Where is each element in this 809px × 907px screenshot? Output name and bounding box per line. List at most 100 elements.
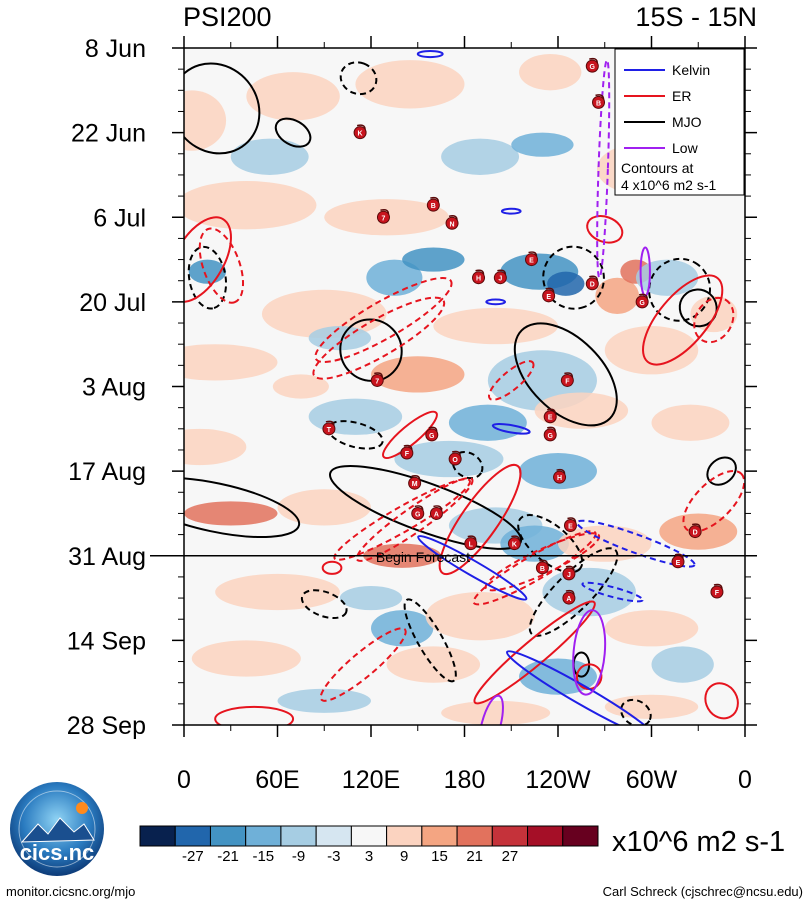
storm-marker: G bbox=[635, 293, 649, 309]
storm-dot bbox=[445, 216, 459, 230]
logo-text: cics.nc bbox=[20, 840, 95, 865]
colorbar-tick-label: 27 bbox=[502, 848, 519, 865]
legend-label: ER bbox=[672, 88, 691, 104]
storm-label: J bbox=[498, 276, 502, 283]
contour-mjo bbox=[517, 514, 584, 574]
contour-er bbox=[198, 227, 245, 304]
contour-kelvin bbox=[416, 50, 444, 59]
storm-dot bbox=[563, 519, 577, 533]
contour-er bbox=[184, 216, 232, 303]
storm-dot bbox=[426, 198, 440, 212]
contour-mjo bbox=[184, 62, 261, 155]
heat-patch bbox=[184, 501, 278, 526]
colorbar-tick-label: -27 bbox=[182, 848, 204, 865]
colorbar-units: x10^6 m2 s-1 bbox=[612, 826, 786, 858]
storm-marker: E bbox=[671, 553, 685, 569]
storm-marker: O bbox=[448, 450, 462, 466]
storm-label: F bbox=[405, 451, 410, 458]
colorbar-tick-label: 15 bbox=[431, 848, 448, 865]
storm-marker: A bbox=[562, 589, 576, 605]
storm-label: E bbox=[546, 294, 551, 301]
storm-label: L bbox=[469, 542, 474, 549]
colorbar-swatch bbox=[421, 825, 458, 847]
storm-marker: H bbox=[472, 269, 486, 285]
heat-patch bbox=[519, 54, 582, 91]
colorbar-swatch bbox=[280, 825, 317, 847]
heat-patch bbox=[272, 374, 329, 399]
storm-marker: F bbox=[560, 372, 574, 387]
storm-marker: G bbox=[411, 505, 425, 520]
colorbar-swatch bbox=[350, 825, 388, 847]
colorbar-swatch bbox=[139, 825, 176, 847]
storm-label: E bbox=[568, 524, 573, 531]
storm-dot bbox=[464, 537, 478, 551]
storm-label: E bbox=[676, 560, 681, 567]
heat-patch bbox=[500, 525, 569, 562]
colorbar-swatch bbox=[527, 825, 564, 847]
y-tick-label: 14 Sep bbox=[67, 627, 146, 655]
contour-kelvin bbox=[506, 650, 657, 725]
storm-label: A bbox=[434, 511, 439, 518]
storm-label: 7 bbox=[382, 215, 386, 222]
storm-dot bbox=[370, 373, 384, 387]
contour-er bbox=[314, 277, 453, 364]
forecast-label: Begin Forecast bbox=[376, 549, 470, 565]
x-tick-label: 0 bbox=[177, 766, 191, 794]
contour-er bbox=[693, 296, 735, 344]
storm-label: B bbox=[431, 203, 436, 210]
legend-label: Low bbox=[672, 140, 699, 156]
storm-marker: J bbox=[493, 269, 507, 285]
storm-marker: N bbox=[445, 215, 459, 230]
heat-patch bbox=[355, 60, 465, 109]
storm-marker: T bbox=[322, 420, 336, 436]
colorbar-tick-label: 9 bbox=[400, 848, 408, 865]
y-tick-label: 31 Aug bbox=[68, 543, 146, 571]
storm-label: G bbox=[547, 433, 553, 440]
storm-label: 7 bbox=[375, 378, 379, 385]
storm-dot bbox=[543, 428, 557, 442]
colorbar-swatch bbox=[491, 825, 529, 847]
contour-kelvin bbox=[576, 519, 696, 568]
heat-patch bbox=[261, 289, 387, 339]
storm-dot bbox=[562, 567, 576, 581]
heat-patch bbox=[547, 271, 585, 296]
wave-contours bbox=[184, 50, 745, 725]
storm-dot bbox=[553, 470, 567, 484]
storm-label: D bbox=[693, 530, 698, 537]
storm-label: H bbox=[557, 475, 562, 482]
storm-marker: A bbox=[429, 505, 443, 520]
heat-patch bbox=[542, 567, 636, 617]
storm-marker: B bbox=[426, 196, 440, 212]
contour-er bbox=[484, 532, 601, 592]
storm-label: N bbox=[450, 221, 455, 228]
heat-patch bbox=[215, 573, 340, 611]
colorbar-swatch bbox=[245, 825, 282, 847]
storm-marker: 7 bbox=[376, 209, 390, 224]
contour-er bbox=[355, 477, 474, 562]
colorbar-tick-label: -9 bbox=[292, 848, 305, 865]
heat-patch bbox=[595, 277, 640, 314]
contour-er bbox=[438, 463, 522, 576]
y-tick-label: 20 Jul bbox=[79, 289, 146, 317]
storm-dot bbox=[710, 585, 724, 599]
y-tick-label: 3 Aug bbox=[82, 374, 146, 402]
forecast-marker: Begin Forecast bbox=[150, 549, 745, 565]
heat-patch bbox=[184, 180, 317, 230]
contour-mjo bbox=[300, 589, 348, 619]
tropical-cyclone-markers: G B K B 7 N E H J D E G F 7 E T G G F O H M G A E K L D B J E A F bbox=[322, 57, 724, 605]
storm-dot bbox=[493, 271, 507, 285]
storm-label: G bbox=[415, 511, 421, 518]
storm-label: O bbox=[452, 457, 458, 464]
contour-er bbox=[586, 215, 624, 244]
source-link[interactable]: monitor.cicsnc.org/mjo bbox=[6, 884, 136, 899]
storm-dot bbox=[688, 525, 702, 539]
colorbar-tick-label: 3 bbox=[365, 848, 373, 865]
x-tick-label: 60E bbox=[255, 766, 299, 794]
heat-patch bbox=[371, 356, 465, 393]
contour-mjo bbox=[187, 245, 228, 310]
storm-label: A bbox=[566, 596, 571, 603]
x-tick-label: 0 bbox=[738, 766, 752, 794]
storm-dot bbox=[525, 253, 539, 267]
colorbar-tick-label: -15 bbox=[252, 848, 274, 865]
